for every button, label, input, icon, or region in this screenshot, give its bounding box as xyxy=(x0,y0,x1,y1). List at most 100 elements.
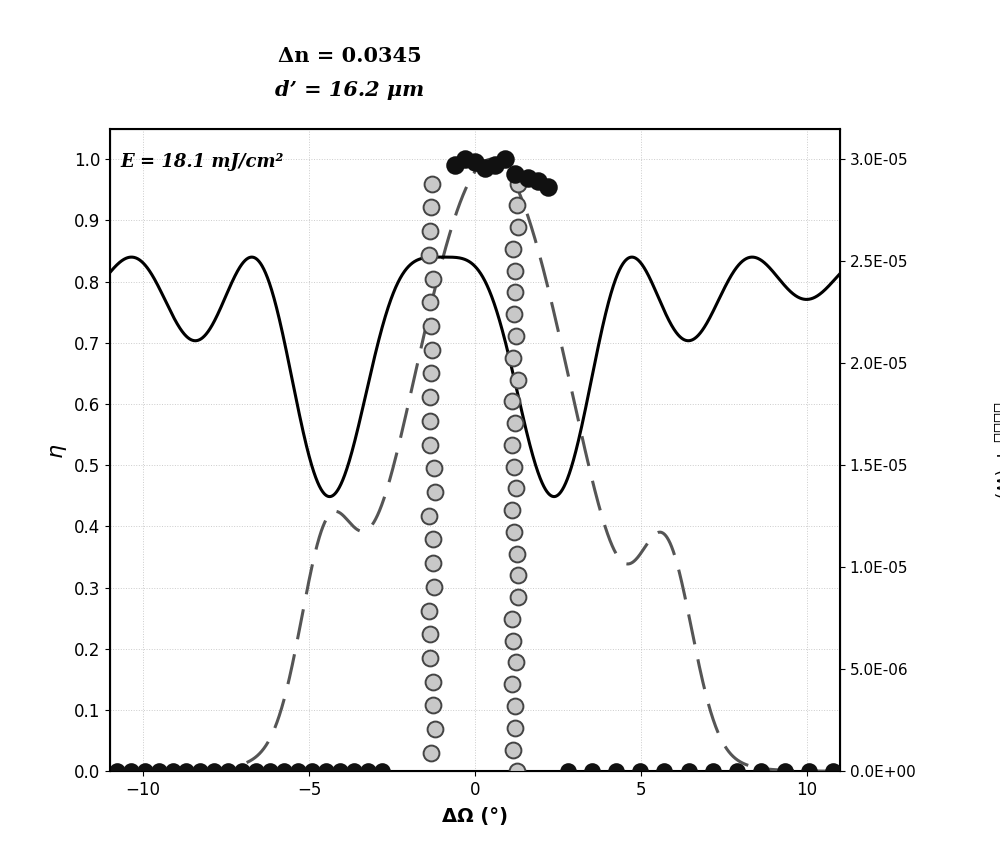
Point xyxy=(304,764,320,778)
Point xyxy=(520,171,536,184)
Point xyxy=(504,394,520,408)
Point xyxy=(540,180,556,194)
Point xyxy=(178,764,194,778)
Text: Δn = 0.0345: Δn = 0.0345 xyxy=(278,45,422,66)
Point xyxy=(801,764,817,778)
Point xyxy=(248,764,264,778)
Point xyxy=(422,651,438,665)
Point xyxy=(510,568,526,582)
Point xyxy=(425,675,441,689)
Point xyxy=(425,272,441,285)
Point xyxy=(507,699,523,713)
Point xyxy=(424,177,440,190)
Point xyxy=(318,764,334,778)
Point xyxy=(457,153,473,166)
Text: E = 18.1 mJ/cm²: E = 18.1 mJ/cm² xyxy=(120,153,283,171)
Point xyxy=(504,612,520,626)
Point xyxy=(262,764,278,778)
Point xyxy=(505,743,521,757)
Point xyxy=(426,461,442,475)
Point xyxy=(206,764,222,778)
Point xyxy=(234,764,250,778)
Point xyxy=(346,764,362,778)
Point xyxy=(425,556,441,570)
Point xyxy=(422,438,438,452)
Point xyxy=(510,590,526,604)
Point xyxy=(497,153,513,166)
Point xyxy=(632,764,648,778)
Point xyxy=(825,764,841,778)
Point xyxy=(505,242,521,255)
Point xyxy=(151,764,167,778)
Point xyxy=(220,764,236,778)
Point xyxy=(374,764,390,778)
Point xyxy=(681,764,697,778)
Point xyxy=(423,319,439,333)
Point xyxy=(423,201,439,214)
Point xyxy=(137,764,153,778)
Point xyxy=(477,161,493,175)
Point xyxy=(423,746,439,760)
Point xyxy=(777,764,793,778)
Point xyxy=(423,367,439,381)
Point xyxy=(290,764,306,778)
Point xyxy=(422,627,438,641)
Point xyxy=(753,764,769,778)
Point xyxy=(422,225,438,238)
Point xyxy=(509,547,525,560)
Text: d’ = 16.2 μm: d’ = 16.2 μm xyxy=(275,80,425,100)
Point xyxy=(332,764,348,778)
Point xyxy=(506,459,522,473)
X-axis label: ΔΩ (°): ΔΩ (°) xyxy=(442,807,508,826)
Y-axis label: 发射功率  Pᵀ(W): 发射功率 Pᵀ(W) xyxy=(992,402,1000,498)
Point xyxy=(510,177,526,190)
Point xyxy=(425,698,441,712)
Point xyxy=(422,390,438,404)
Point xyxy=(507,285,523,299)
Point xyxy=(729,764,745,778)
Point xyxy=(447,159,463,172)
Point xyxy=(505,351,521,364)
Point xyxy=(192,764,208,778)
Point xyxy=(504,438,520,452)
Point xyxy=(487,159,503,172)
Point xyxy=(504,677,520,691)
Point xyxy=(584,764,600,778)
Point xyxy=(123,764,139,778)
Point xyxy=(467,155,483,169)
Point xyxy=(506,525,522,539)
Y-axis label: η: η xyxy=(46,443,66,457)
Point xyxy=(507,168,523,182)
Point xyxy=(360,764,376,778)
Point xyxy=(508,482,524,495)
Point xyxy=(504,503,520,517)
Point xyxy=(506,308,522,321)
Point xyxy=(560,764,576,778)
Point xyxy=(510,373,526,387)
Point xyxy=(509,199,525,213)
Point xyxy=(421,604,437,618)
Point xyxy=(424,343,440,357)
Point xyxy=(425,532,441,546)
Point xyxy=(426,580,442,594)
Point xyxy=(705,764,721,778)
Point xyxy=(165,764,181,778)
Point xyxy=(507,721,523,734)
Point xyxy=(421,248,437,261)
Point xyxy=(109,764,125,778)
Point xyxy=(505,634,521,648)
Point xyxy=(276,764,292,778)
Point xyxy=(427,485,443,499)
Point xyxy=(656,764,672,778)
Point xyxy=(507,264,523,278)
Point xyxy=(509,764,525,778)
Point xyxy=(507,417,523,430)
Point xyxy=(422,296,438,309)
Point xyxy=(422,414,438,428)
Point xyxy=(508,329,524,343)
Point xyxy=(427,722,443,736)
Point xyxy=(510,220,526,234)
Point xyxy=(421,509,437,523)
Point xyxy=(530,174,546,188)
Point xyxy=(608,764,624,778)
